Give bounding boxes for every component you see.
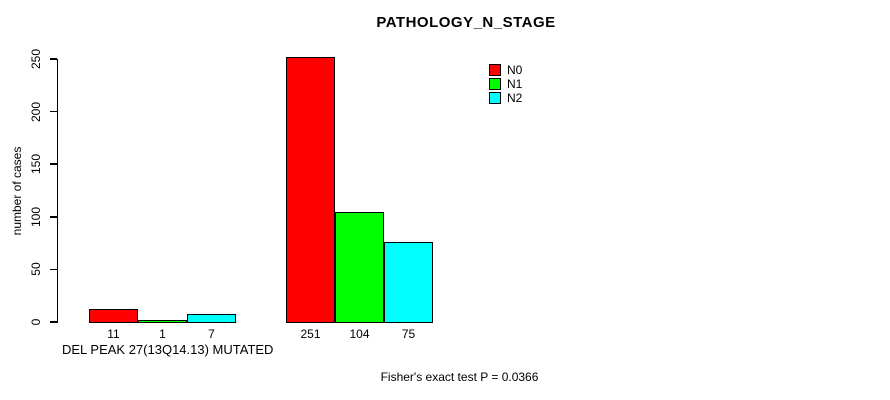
bar-value-label: 75	[401, 327, 416, 341]
y-tick-label: 200	[29, 101, 43, 122]
legend-swatch-n1	[489, 78, 501, 90]
bar-n0-group2	[286, 57, 335, 323]
legend-label: N2	[507, 91, 523, 105]
y-tick-mark	[50, 216, 57, 218]
x-axis-label: DEL PEAK 27(13Q14.13) MUTATED	[62, 342, 274, 357]
legend-item-n0: N0	[489, 63, 522, 77]
y-axis-line	[56, 59, 58, 323]
y-tick-mark	[50, 110, 57, 113]
legend-item-n1: N1	[489, 77, 522, 91]
y-axis-label: number of cases	[10, 146, 24, 236]
legend-label: N0	[507, 63, 523, 77]
y-tick-mark	[50, 268, 57, 271]
bar-value-label: 11	[107, 327, 120, 341]
legend-swatch-n0	[489, 64, 501, 76]
legend: N0 N1 N2	[489, 63, 522, 105]
y-tick-mark	[50, 58, 57, 60]
bar-n0-group1	[89, 309, 138, 323]
bar-value-label: 7	[208, 327, 215, 341]
y-tick-mark	[50, 163, 57, 165]
y-tick-label: 150	[29, 154, 43, 175]
y-tick-label: 50	[29, 262, 43, 277]
legend-label: N1	[507, 77, 523, 91]
y-tick-label: 100	[29, 206, 43, 227]
legend-item-n2: N2	[489, 91, 522, 105]
y-tick-mark	[50, 321, 57, 323]
bar-n2-group2	[384, 242, 433, 323]
chart-title: PATHOLOGY_N_STAGE	[376, 14, 556, 31]
bar-value-label: 1	[159, 327, 166, 341]
fisher-test-annotation: Fisher's exact test P = 0.0366	[380, 370, 539, 384]
legend-swatch-n2	[489, 92, 501, 104]
bar-n1-group2	[335, 212, 384, 323]
bar-value-label: 104	[349, 327, 370, 341]
bar-n2-group1	[187, 314, 236, 323]
bar-n1-group1	[138, 320, 187, 323]
y-tick-label: 250	[29, 48, 43, 70]
y-tick-label: 0	[29, 318, 43, 326]
bar-value-label: 251	[300, 327, 321, 341]
